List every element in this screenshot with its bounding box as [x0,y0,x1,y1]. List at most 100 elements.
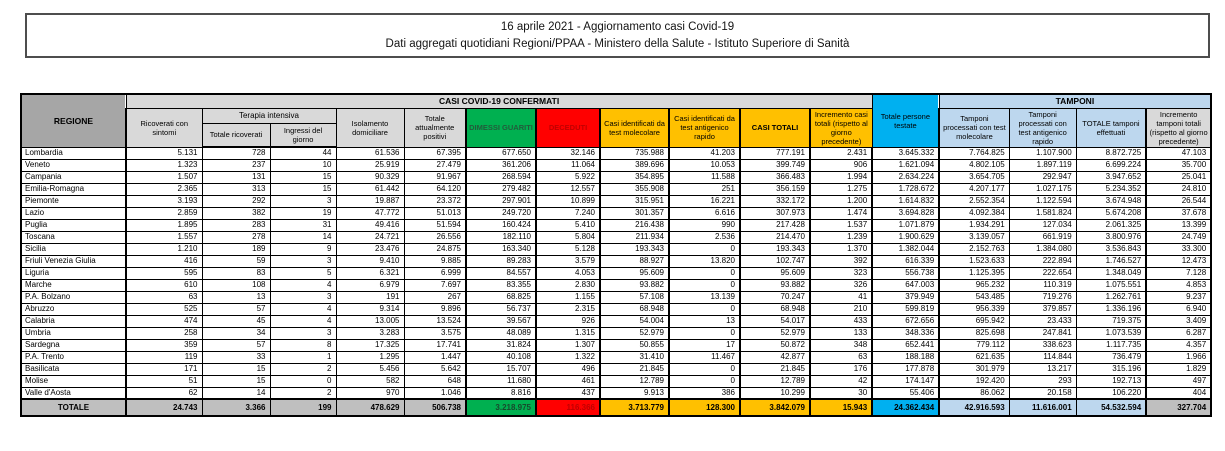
table-cell: 17 [668,338,741,352]
table-cell: 582 [335,374,405,388]
table-cell: 1.122.594 [1008,194,1077,208]
table-cell: 59 [201,254,271,268]
table-cell: 95.609 [739,266,811,280]
table-cell: 6.979 [335,278,405,292]
table-cell: 3.139.057 [938,230,1010,244]
table-cell: 63 [808,350,873,364]
table-cell: 990 [668,218,741,232]
totale-cell: 24.362.434 [871,398,940,417]
table-cell: 37.678 [1145,206,1212,220]
totale-cell: 3.366 [201,398,271,417]
table-cell: 3.575 [403,326,467,340]
table-cell: 1.829 [1145,362,1212,376]
table-cell: 12.789 [599,374,670,388]
table-cell: 110.319 [1008,278,1077,292]
table-cell: 926 [535,314,601,328]
table-cell: 379.949 [871,290,940,304]
table-cell: 4 [269,278,337,292]
table-cell: 1.348.049 [1075,266,1147,280]
table-row: Valle d'Aosta 62 14 2 970 1.046 8.816 437 9.913 3… [20,386,1212,400]
table-cell: 51.013 [403,206,467,220]
table-cell: 193.343 [599,242,670,256]
table-cell: 779.112 [938,338,1010,352]
table-cell: 2.859 [125,206,203,220]
table-cell: 171 [125,362,203,376]
table-cell: 599.819 [871,302,940,316]
table-cell: 9 [269,242,337,256]
table-cell: 777.191 [739,146,811,160]
table-cell: 1.474 [808,206,873,220]
column-header-positivi: Totale attualmente positivi [403,107,467,148]
region-name: Liguria [20,266,127,280]
table-cell: 13.524 [403,314,467,328]
table-cell: 62 [125,386,203,400]
table-cell: 9.896 [403,302,467,316]
table-cell: 1.075.551 [1075,278,1147,292]
region-name: Piemonte [20,194,127,208]
table-cell: 399.749 [739,158,811,172]
table-cell: 3.674.948 [1075,194,1147,208]
table-cell: 0 [668,266,741,280]
table-cell: 174.147 [871,374,940,388]
table-cell: 35.700 [1145,158,1212,172]
table-cell: 5.128 [535,242,601,256]
table-cell: 0 [668,302,741,316]
table-cell: 16.221 [668,194,741,208]
table-cell: 40.108 [465,350,537,364]
table-cell: 2.536 [668,230,741,244]
table-cell: 160.424 [465,218,537,232]
table-cell: 25.919 [335,158,405,172]
table-cell: 21.845 [739,362,811,376]
table-cell: 177.878 [871,362,940,376]
table-cell: 19.887 [335,194,405,208]
table-cell: 3 [269,326,337,340]
title-line2: Dati aggregati quotidiani Regioni/PPAA -… [385,38,850,51]
table-cell: 210 [808,302,873,316]
table-cell: 313 [201,182,271,196]
table-cell: 31.410 [599,350,670,364]
table-cell: 23.476 [335,242,405,256]
table-cell: 672.656 [871,314,940,328]
table-cell: 95.609 [599,266,670,280]
table-cell: 26.544 [1145,194,1212,208]
table-cell: 214.470 [739,230,811,244]
table-cell: 4.092.384 [938,206,1010,220]
table-cell: 9.913 [599,386,670,400]
table-cell: 17.325 [335,338,405,352]
table-cell: 27.479 [403,158,467,172]
table-cell: 6.699.224 [1075,158,1147,172]
table-cell: 1.994 [808,170,873,184]
table-cell: 404 [1145,386,1212,400]
table-cell: 68.948 [739,302,811,316]
table-cell: 2.365 [125,182,203,196]
table-cell: 222.894 [1008,254,1077,268]
table-cell: 192.713 [1075,374,1147,388]
region-name: Sicilia [20,242,127,256]
table-cell: 20.158 [1008,386,1077,400]
table-cell: 719.276 [1008,290,1077,304]
table-cell: 970 [335,386,405,400]
table-cell: 83.355 [465,278,537,292]
table-cell: 24.810 [1145,182,1212,196]
table-cell: 677.650 [465,146,537,160]
table-cell: 47.103 [1145,146,1212,160]
table-cell: 1 [269,350,337,364]
table-cell: 61.536 [335,146,405,160]
table-cell: 0 [668,326,741,340]
table-cell: 258 [125,326,203,340]
table-cell: 15.707 [465,362,537,376]
table-row: Campania 1.507 131 15 90.329 91.967 268.594 5.9… [20,170,1212,184]
table-cell: 6.616 [668,206,741,220]
totale-cell: 3.218.975 [465,398,537,417]
table-cell: 8.872.725 [1075,146,1147,160]
table-row: Lazio 2.859 382 19 47.772 51.013 249.720 7.240 3… [20,206,1212,220]
table-cell: 4.802.105 [938,158,1010,172]
table-cell: 3.409 [1145,314,1212,328]
table-cell: 4.207.177 [938,182,1010,196]
table-cell: 70.247 [739,290,811,304]
totale-cell: 54.532.594 [1075,398,1147,417]
table-cell: 1.370 [808,242,873,256]
table-cell: 50.872 [739,338,811,352]
table-cell: 108 [201,278,271,292]
table-cell: 382 [201,206,271,220]
